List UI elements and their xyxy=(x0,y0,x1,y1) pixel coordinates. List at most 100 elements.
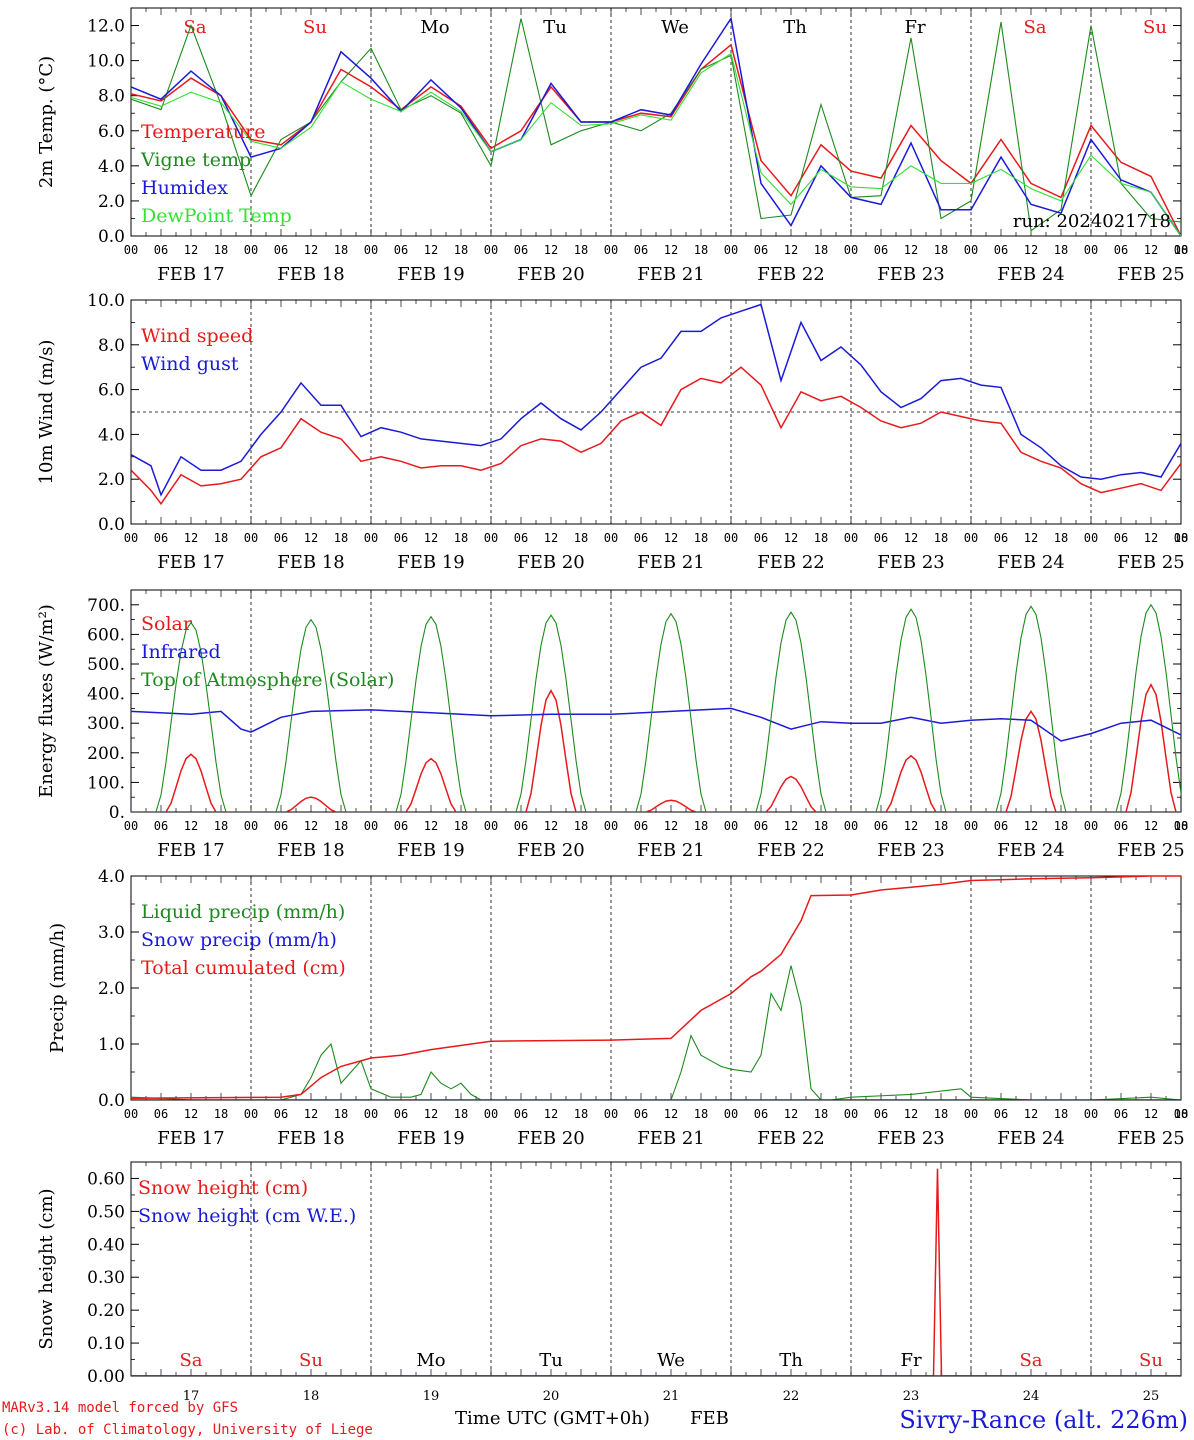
y-tick-label: 3.0 xyxy=(98,923,125,943)
x-hour-label: 06 xyxy=(874,819,888,833)
weekday-label: Sa xyxy=(183,17,206,38)
weekday-label: Mo xyxy=(416,1350,445,1371)
x-hour-label: 00 xyxy=(244,1107,258,1121)
x-hour-label: 18 xyxy=(214,531,228,545)
x-hour-label: 06 xyxy=(154,1107,168,1121)
x-date-label: FEB 20 xyxy=(517,1128,584,1149)
x-hour-label: 00 xyxy=(244,531,258,545)
x-hour-label: 00 xyxy=(364,819,378,833)
x-hour-label: 00 xyxy=(604,1107,618,1121)
legend-entry: Total cumulated (cm) xyxy=(141,957,346,979)
x-hour-label: 12 xyxy=(424,1107,438,1121)
weekday-label: Th xyxy=(783,17,807,38)
x-day-number: 21 xyxy=(663,1389,680,1404)
x-hour-label: 00 xyxy=(1084,531,1098,545)
legend-entry: Wind speed xyxy=(141,325,253,347)
x-hour-label: 00 xyxy=(724,243,738,257)
x-hour-label: 06 xyxy=(274,1107,288,1121)
x-hour-label: 18 xyxy=(454,531,468,545)
x-hour-label: 18 xyxy=(934,819,948,833)
x-hour-label: 18 xyxy=(1174,243,1188,257)
x-date-label: FEB 24 xyxy=(997,1128,1064,1149)
x-date-label: FEB 25 xyxy=(1117,552,1184,573)
x-hour-label: 18 xyxy=(814,531,828,545)
x-hour-label: 12 xyxy=(544,531,558,545)
legend-entry: Temperature xyxy=(141,121,265,143)
x-hour-label: 18 xyxy=(934,243,948,257)
y-tick-label: 10.0 xyxy=(87,52,125,72)
x-hour-label: 18 xyxy=(1174,1107,1188,1121)
weekday-label: We xyxy=(661,17,689,38)
x-hour-label: 06 xyxy=(394,819,408,833)
x-hour-label: 06 xyxy=(874,531,888,545)
x-hour-label: 12 xyxy=(544,819,558,833)
weekday-label: Su xyxy=(303,17,327,38)
x-date-label: FEB 22 xyxy=(757,264,824,285)
copyright-credit: (c) Lab. of Climatology, University of L… xyxy=(2,1422,373,1438)
station-title: Sivry-Rance (alt. 226m) xyxy=(899,1406,1188,1434)
x-hour-label: 06 xyxy=(394,243,408,257)
x-date-label: FEB 20 xyxy=(517,840,584,861)
x-hour-label: 00 xyxy=(604,819,618,833)
y-tick-label: 10.0 xyxy=(87,291,125,311)
x-day-number: 17 xyxy=(183,1389,200,1404)
x-hour-label: 12 xyxy=(184,1107,198,1121)
x-hour-label: 00 xyxy=(1084,243,1098,257)
x-hour-label: 12 xyxy=(664,243,678,257)
series-line-infrared xyxy=(131,707,1181,742)
x-date-label: FEB 23 xyxy=(877,264,944,285)
x-hour-label: 18 xyxy=(1054,531,1068,545)
series-group xyxy=(131,603,1181,812)
weekday-label: Sa xyxy=(1019,1350,1042,1371)
x-hour-label: 18 xyxy=(694,819,708,833)
series-line-temperature xyxy=(131,43,1181,236)
x-hour-label: 18 xyxy=(454,1107,468,1121)
x-hour-label: 00 xyxy=(124,819,138,833)
x-date-label: FEB 21 xyxy=(637,840,704,861)
x-hour-label: 00 xyxy=(1084,819,1098,833)
x-hour-label: 06 xyxy=(274,243,288,257)
x-date-label: FEB 21 xyxy=(637,1128,704,1149)
x-day-number: 24 xyxy=(1023,1389,1040,1404)
x-hour-label: 06 xyxy=(994,1107,1008,1121)
x-day-number: 22 xyxy=(783,1389,800,1404)
series-line-dewpoint-temp xyxy=(131,52,1181,236)
x-hour-label: 18 xyxy=(334,1107,348,1121)
x-hour-label: 06 xyxy=(154,531,168,545)
x-day-number: 25 xyxy=(1143,1389,1160,1404)
x-axis-month: FEB xyxy=(690,1408,729,1429)
x-hour-label: 06 xyxy=(634,1107,648,1121)
y-tick-label: 6.0 xyxy=(98,381,125,401)
y-tick-label: 2.0 xyxy=(98,979,125,999)
weekday-label: Mo xyxy=(420,17,449,38)
x-hour-label: 12 xyxy=(904,1107,918,1121)
x-hour-label: 18 xyxy=(694,531,708,545)
x-hour-label: 12 xyxy=(1144,243,1158,257)
x-hour-label: 06 xyxy=(754,531,768,545)
x-hour-label: 18 xyxy=(574,243,588,257)
x-date-label: FEB 25 xyxy=(1117,840,1184,861)
y-tick-label: 2.0 xyxy=(98,192,125,212)
series-group xyxy=(131,16,1181,236)
x-hour-label: 12 xyxy=(664,819,678,833)
series-line-wind-speed xyxy=(131,366,1181,506)
y-axis-label: Precip (mm/h) xyxy=(47,923,68,1053)
x-date-label: FEB 23 xyxy=(877,552,944,573)
x-hour-label: 12 xyxy=(424,819,438,833)
y-tick-label: 2.0 xyxy=(98,470,125,490)
x-hour-label: 00 xyxy=(364,1107,378,1121)
y-tick-label: 4.0 xyxy=(98,867,125,887)
y-tick-label: 12.0 xyxy=(87,17,125,37)
x-date-label: FEB 19 xyxy=(397,840,464,861)
x-hour-label: 12 xyxy=(1144,819,1158,833)
x-hour-label: 18 xyxy=(1174,531,1188,545)
x-hour-label: 12 xyxy=(784,819,798,833)
x-date-label: FEB 24 xyxy=(997,552,1064,573)
y-tick-label: 400. xyxy=(87,685,125,705)
x-hour-label: 00 xyxy=(844,243,858,257)
y-tick-label: 0.0 xyxy=(98,1091,125,1111)
y-tick-label: 0.10 xyxy=(87,1334,125,1354)
x-hour-label: 06 xyxy=(1114,1107,1128,1121)
x-hour-label: 00 xyxy=(484,243,498,257)
x-date-label: FEB 25 xyxy=(1117,1128,1184,1149)
